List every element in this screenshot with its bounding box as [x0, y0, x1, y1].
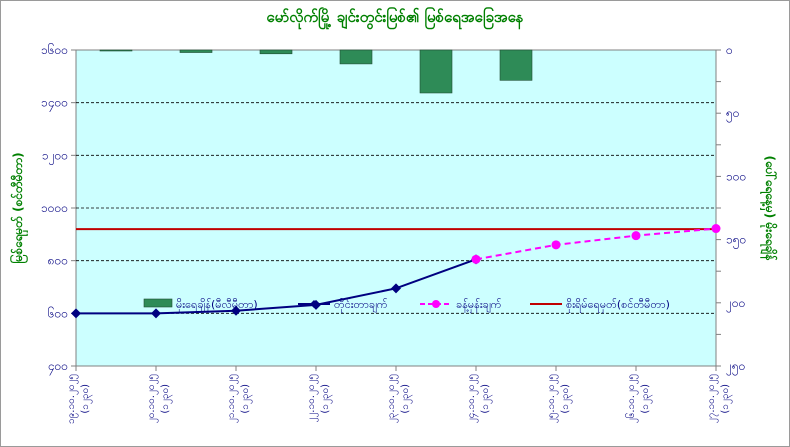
x-tick-label: ၂၂.၁၀.၂၀၂၅ (၁၂၃၀) — [306, 374, 333, 423]
legend-observed-marker — [310, 300, 318, 308]
rainfall-bar — [259, 49, 293, 55]
x-tick-time: (၁၂၃၀) — [720, 384, 733, 414]
right-tick-label: ၀ — [726, 43, 733, 57]
x-tick-date: ၂၁.၁၀.၂၀၂၅ — [226, 374, 239, 423]
forecast-point — [471, 254, 481, 264]
left-tick-label: ၈၀၀ — [48, 254, 68, 268]
rainfall-bar — [499, 49, 533, 81]
x-tick-time: (၁၂၃၀) — [480, 384, 493, 414]
x-tick-date: ၂၆.၁၀.၂၀၂၅ — [624, 374, 639, 423]
left-tick-label: ၄၀၀ — [48, 359, 68, 376]
right-tick-label: ၂၅၀ — [726, 359, 745, 376]
x-tick-label: ၁၉.၁၀.၂၀၂၅ (၁၂၃၀) — [66, 374, 93, 424]
x-tick-label: ၂၄.၁၀.၂၀၂၅ (၁၂၃၀) — [466, 374, 493, 423]
x-tick-date: ၂၀.၁၀.၂၀၂၅ — [146, 374, 159, 423]
x-tick-label: ၂၅.၁၀.၂၀၂၅ (၁၂၃၀) — [546, 374, 573, 423]
observed-point — [391, 283, 401, 294]
x-tick-label: ၂၆.၁၀.၂၀၂၅ (၁၂၃၀) — [624, 374, 653, 423]
observed-point — [151, 308, 161, 319]
rainfall-bar — [179, 49, 213, 53]
legend-label-forecast: ခန့်မှန်းချက် — [456, 298, 502, 313]
left-tick-label: ၁၆၀၀ — [41, 42, 68, 57]
right-tick-label: ၁၅၀ — [726, 233, 746, 250]
rainfall-bar — [339, 49, 373, 65]
rainfall-bar — [99, 49, 133, 52]
rainfall-bar — [419, 49, 453, 94]
x-tick-date: ၂၃.၁၀.၂၀၂၅ — [386, 374, 399, 423]
left-tick-label: ၆၀၀ — [48, 305, 68, 320]
observed-point — [71, 308, 81, 319]
left-tick-label: ၁၂၀၀ — [42, 148, 68, 165]
x-tick-label: ၂၀.၁၀.၂၀၂၅ (၁၂၃၀) — [146, 374, 173, 423]
x-tick-label: ၂၇.၁၀.၂၀၂၅ (၁၂၃၀) — [706, 374, 733, 423]
x-tick-time: (၁၂၃၀) — [560, 384, 573, 414]
x-tick-time: (၁၂၃၀) — [400, 384, 413, 414]
x-tick-time: (၁၂၃၀) — [240, 384, 253, 414]
x-tick-date: ၂၅.၁၀.၂၀၂၅ — [546, 374, 559, 423]
legend-label-rainfall: မိုးရေချိန်(မီလီမီတာ) — [176, 298, 258, 313]
forecast-point — [711, 224, 721, 234]
left-tick-label: ၁၀၀၀ — [41, 201, 68, 215]
x-tick-label: ၂၁.၁၀.၂၀၂၅ (၁၂၃၀) — [226, 374, 253, 423]
observed-point — [231, 305, 241, 316]
legend-label-observed: တိုင်းတာချက် — [334, 298, 388, 313]
right-tick-label: ၂၀၀ — [726, 296, 745, 313]
x-tick-time: (၁၂၃၀) — [80, 384, 93, 414]
x-tick-date: ၂၂.၁၀.၂၀၂၅ — [306, 374, 319, 423]
x-tick-date: ၂၄.၁၀.၂၀၂၅ — [466, 374, 479, 423]
x-tick-time: (၁၂၃၀) — [640, 384, 653, 414]
left-axis-title: မြစ်ရေမှတ် (စင်တီမီတာ) — [8, 152, 29, 263]
x-tick-date: ၁၉.၁၀.၂၀၂၅ — [66, 374, 79, 424]
right-tick-label: ၁၀၀ — [726, 169, 746, 183]
right-axis-title: (ပေါ်ရေနေ့မှ) မိုးရေချိန် — [759, 155, 779, 261]
observed-line — [76, 258, 477, 315]
x-tick-time: (၁၂၃၀) — [160, 384, 173, 414]
forecast-line — [475, 227, 717, 261]
legend-bar-swatch — [143, 298, 173, 308]
left-tick-label: ၁၄၀၀ — [41, 96, 68, 113]
chart-title: မော်လိုက်မြို့ ချင်းတွင်းမြစ်၏ မြစ်ရေအခြ… — [266, 8, 524, 26]
legend-forecast-marker — [432, 300, 440, 308]
x-tick-label: ၂၃.၁၀.၂၀၂၅ (၁၂၃၀) — [386, 374, 413, 423]
legend-label-danger: စိုးရိမ်ရေမှတ်(စင်တီမီတာ) — [566, 298, 670, 313]
x-tick-date: ၂၇.၁၀.၂၀၂၅ — [706, 374, 719, 423]
right-tick-label: ၅၀ — [726, 106, 740, 123]
forecast-point — [631, 231, 641, 241]
forecast-point — [551, 240, 561, 250]
x-tick-time: (၁၂၃၀) — [320, 384, 333, 414]
